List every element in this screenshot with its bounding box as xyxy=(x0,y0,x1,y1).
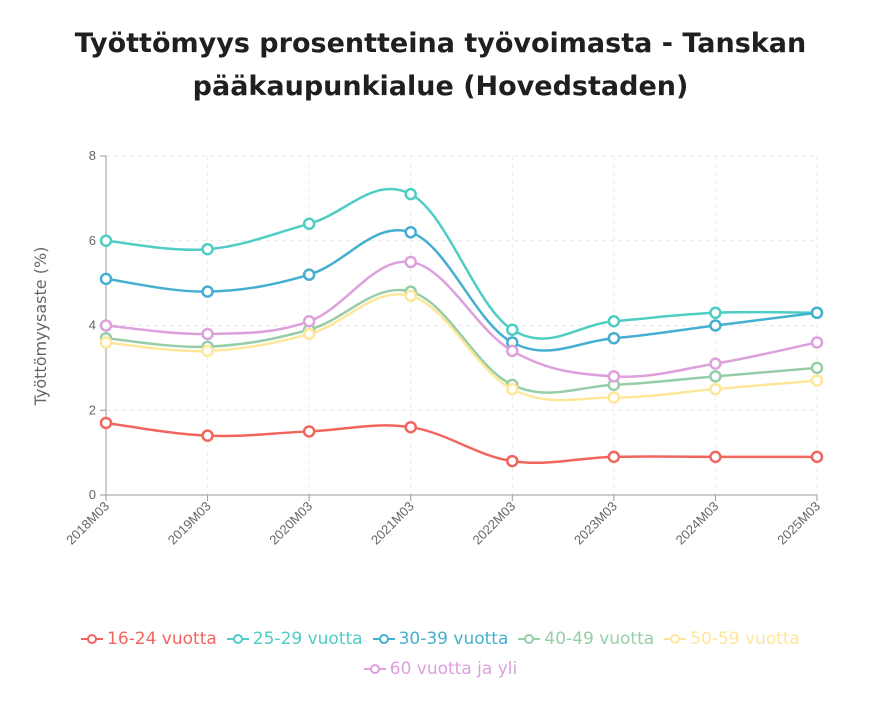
legend-marker-icon xyxy=(372,634,395,644)
y-tick-label: 4 xyxy=(89,318,96,333)
series-line xyxy=(105,421,817,465)
legend-item[interactable]: 60 vuotta ja yli xyxy=(363,654,518,684)
x-tick-label: 2021M03 xyxy=(368,499,417,548)
data-point xyxy=(302,268,316,281)
data-point xyxy=(607,331,621,345)
series-30-39-vuotta xyxy=(99,226,824,352)
data-point xyxy=(302,327,316,341)
series-line xyxy=(105,229,818,352)
legend-label: 40-49 vuotta xyxy=(544,629,655,649)
data-point xyxy=(607,370,621,383)
data-point xyxy=(810,336,824,349)
data-point xyxy=(506,454,519,468)
data-point xyxy=(810,450,824,464)
data-point xyxy=(709,370,722,383)
legend-marker-icon xyxy=(664,634,687,644)
chart-title: Työttömyys prosentteina työvoimasta - Ta… xyxy=(0,22,881,108)
data-point xyxy=(201,285,214,298)
y-tick-label: 2 xyxy=(89,402,96,417)
y-tick-label: 8 xyxy=(89,148,96,163)
data-point xyxy=(302,217,316,231)
series-line xyxy=(105,288,818,394)
y-tick-label: 6 xyxy=(89,233,96,248)
x-tick-label: 2025M03 xyxy=(774,499,823,548)
data-point xyxy=(607,315,621,328)
data-point xyxy=(302,425,316,438)
data-point xyxy=(709,357,722,370)
series-line xyxy=(105,260,818,378)
legend-item[interactable]: 25-29 vuotta xyxy=(226,624,363,654)
chart-title-line-2: pääkaupunkialue (Hovedstaden) xyxy=(192,71,689,102)
legend-item[interactable]: 16-24 vuotta xyxy=(81,624,217,654)
data-point xyxy=(201,429,214,442)
data-point xyxy=(201,242,214,256)
data-point xyxy=(404,420,417,434)
data-point xyxy=(506,344,519,358)
data-point xyxy=(99,234,113,247)
x-tick-label: 2018M03 xyxy=(63,499,112,548)
data-point xyxy=(607,450,621,464)
legend-label: 25-29 vuotta xyxy=(252,629,363,649)
legend-marker-icon xyxy=(81,634,103,644)
data-point xyxy=(404,255,417,269)
y-axis-title: Työttömyysaste (%) xyxy=(31,247,50,407)
legend-item[interactable]: 30-39 vuotta xyxy=(372,624,509,654)
data-point xyxy=(404,187,417,201)
legend-row: 60 vuotta ja yli xyxy=(0,654,881,684)
y-tick-label: 0 xyxy=(89,487,96,502)
series-50-59-vuotta xyxy=(99,289,824,404)
legend: 16-24 vuotta 25-29 vuotta 30-39 vuotta 40-4… xyxy=(0,624,881,684)
legend-label: 60 vuotta ja yli xyxy=(389,659,518,679)
x-tick-label: 2020M03 xyxy=(266,499,315,548)
legend-marker-icon xyxy=(226,634,249,644)
data-point xyxy=(404,226,417,239)
data-point xyxy=(506,382,519,396)
legend-marker-icon xyxy=(363,664,386,674)
series-lines xyxy=(99,187,824,468)
series-25-29-vuotta xyxy=(99,187,824,340)
legend-marker-icon xyxy=(518,634,541,644)
data-point xyxy=(99,336,113,349)
x-tick-label: 2024M03 xyxy=(673,499,722,548)
data-point xyxy=(99,272,113,286)
data-point xyxy=(404,289,417,303)
chart-title-line-1: Työttömyys prosentteina työvoimasta - Ta… xyxy=(74,28,807,59)
data-point xyxy=(302,315,316,328)
data-point xyxy=(201,327,214,341)
data-point xyxy=(506,323,519,336)
legend-row: 16-24 vuotta 25-29 vuotta 30-39 vuotta 40-4… xyxy=(0,624,881,654)
x-tick-label: 2023M03 xyxy=(571,499,620,548)
data-point xyxy=(607,391,621,404)
axes: 0 2 4 6 8 2018M03 2019M03 2020M03 2021M03 2022M03… xyxy=(63,148,823,547)
series-60-vuotta-ja-yli xyxy=(99,255,824,383)
data-point xyxy=(709,306,722,320)
data-point xyxy=(99,416,113,430)
x-tick-label: 2019M03 xyxy=(165,499,214,548)
data-point xyxy=(709,382,722,396)
data-point xyxy=(810,306,824,320)
series-line xyxy=(105,293,818,402)
legend-item[interactable]: 50-59 vuotta xyxy=(664,624,800,654)
data-point xyxy=(810,374,824,387)
series-16-24-vuotta xyxy=(99,416,824,468)
series-line xyxy=(105,187,818,340)
legend-item[interactable]: 40-49 vuotta xyxy=(518,624,654,654)
data-point xyxy=(201,344,214,358)
data-point xyxy=(99,319,113,332)
legend-label: 16-24 vuotta xyxy=(107,629,217,649)
legend-label: 30-39 vuotta xyxy=(398,629,509,649)
legend-label: 50-59 vuotta xyxy=(690,629,800,649)
data-point xyxy=(709,450,722,464)
x-tick-label: 2022M03 xyxy=(469,499,518,548)
data-point xyxy=(709,319,722,332)
data-point xyxy=(810,361,824,375)
